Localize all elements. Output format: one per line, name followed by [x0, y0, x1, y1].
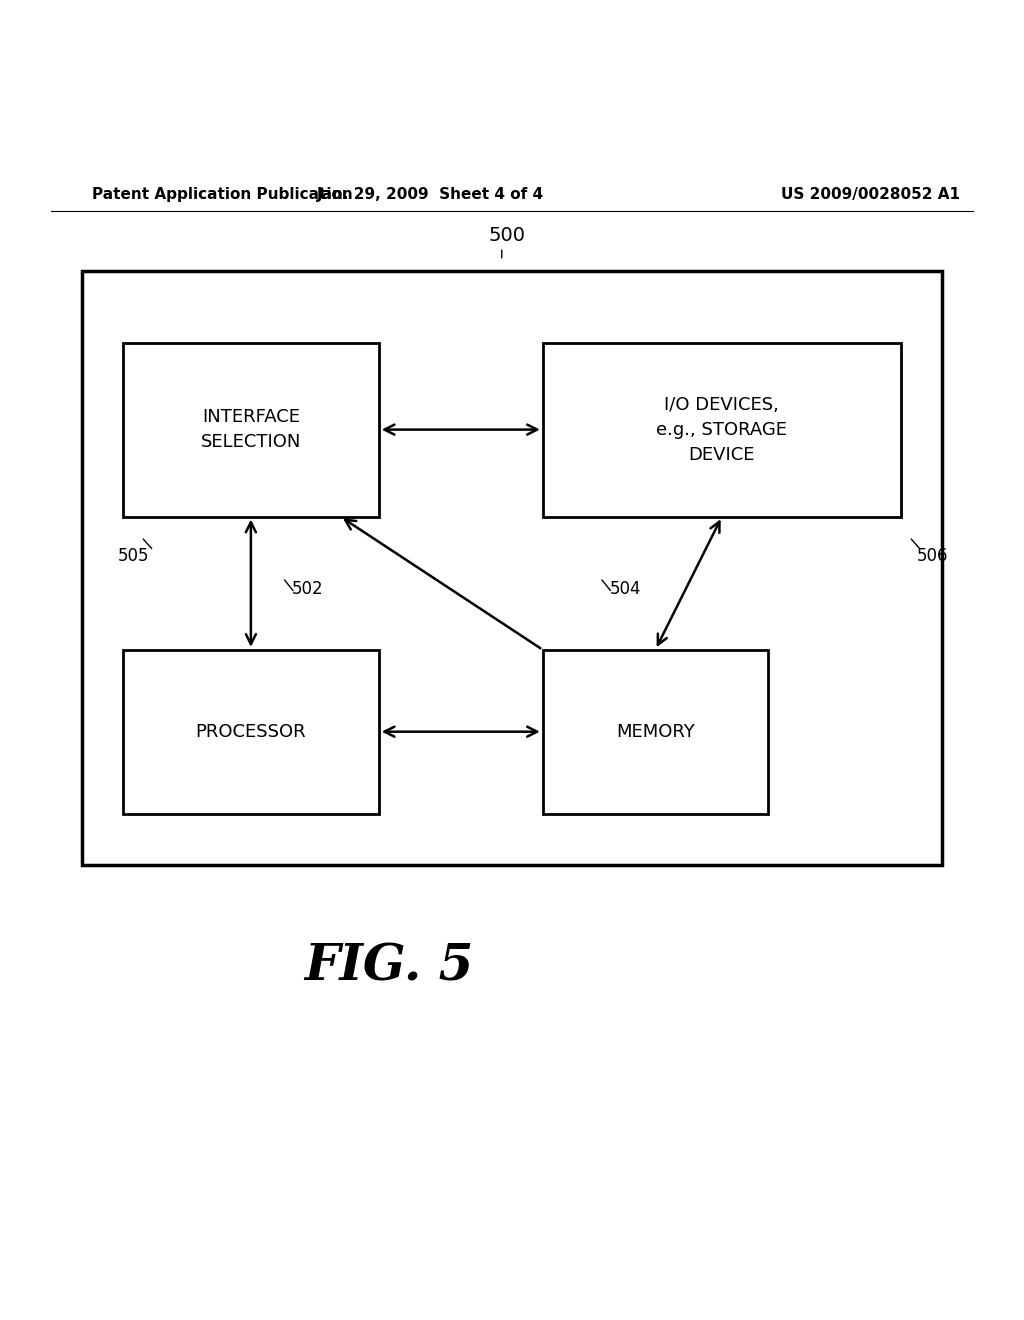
FancyBboxPatch shape — [123, 649, 379, 813]
Text: 502: 502 — [292, 579, 324, 598]
FancyBboxPatch shape — [123, 343, 379, 516]
Text: 504: 504 — [609, 579, 641, 598]
Text: 500: 500 — [488, 226, 525, 246]
Text: MEMORY: MEMORY — [616, 722, 694, 741]
Text: 506: 506 — [916, 548, 948, 565]
Text: FIG. 5: FIG. 5 — [304, 942, 474, 991]
Text: Jan. 29, 2009  Sheet 4 of 4: Jan. 29, 2009 Sheet 4 of 4 — [316, 186, 544, 202]
FancyBboxPatch shape — [82, 271, 942, 865]
FancyBboxPatch shape — [543, 343, 901, 516]
Text: 505: 505 — [118, 548, 150, 565]
Text: I/O DEVICES,
e.g., STORAGE
DEVICE: I/O DEVICES, e.g., STORAGE DEVICE — [656, 396, 787, 463]
Text: Patent Application Publication: Patent Application Publication — [92, 186, 353, 202]
FancyBboxPatch shape — [543, 649, 768, 813]
Text: INTERFACE
SELECTION: INTERFACE SELECTION — [201, 408, 301, 451]
Text: PROCESSOR: PROCESSOR — [196, 722, 306, 741]
Text: US 2009/0028052 A1: US 2009/0028052 A1 — [781, 186, 959, 202]
